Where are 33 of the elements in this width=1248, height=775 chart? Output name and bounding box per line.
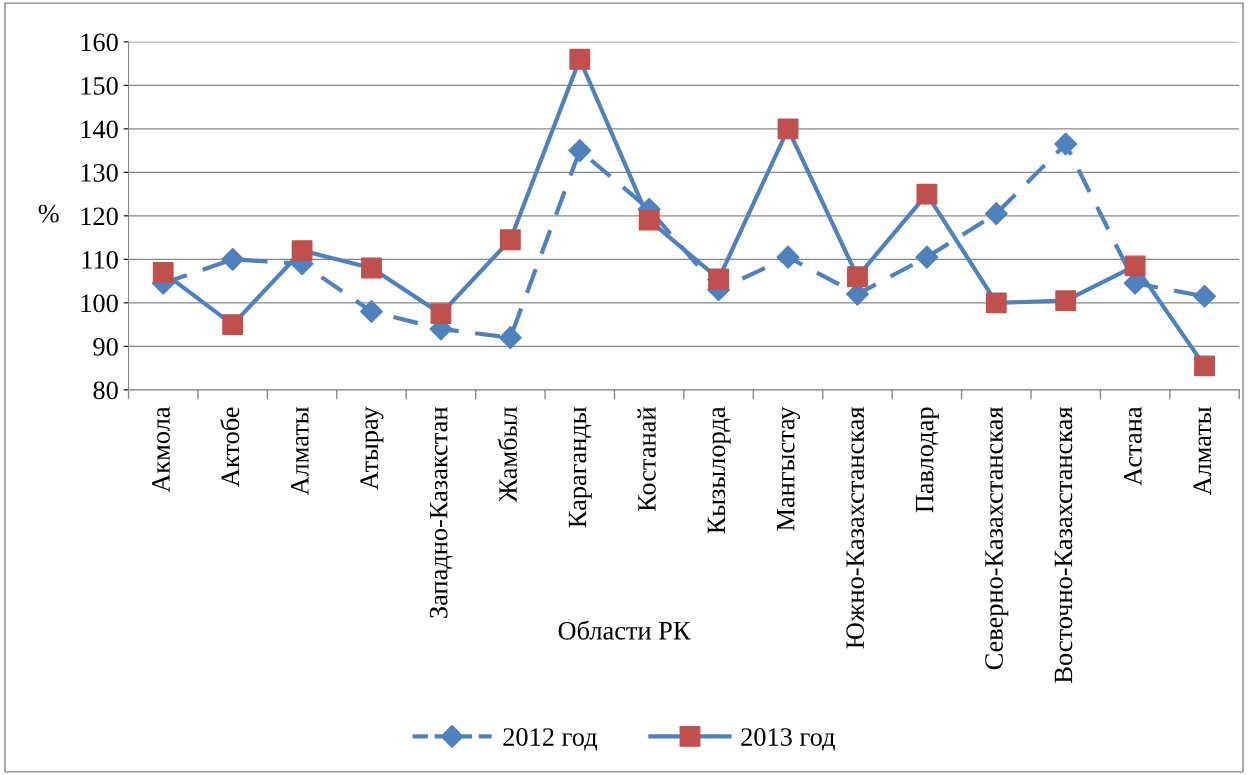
point [916,183,938,205]
point [1124,255,1146,277]
x-tick-label: Жамбыл [497,407,517,503]
x-tick-label: Акмола [152,406,170,493]
y-tick-label: 150 [81,76,118,95]
y-tick-label: 130 [81,163,118,182]
x-tick-label: Актобе [220,407,240,487]
legend-label: 2012 год [503,728,598,751]
y-tick-label: 110 [82,250,118,269]
x-tick-label: Восточно-Казахстанская [1054,406,1073,683]
x-tick-label: Северно-Казахстанская [985,406,1009,670]
x-tick-label: Кызылорда [707,406,731,534]
y-tick-label: 120 [81,207,118,226]
y-tick-label: 90 [93,337,118,356]
x-tick-label: Караганды [568,407,592,528]
y-tick-label: 100 [81,294,118,313]
x-axis-title: Области РК [558,620,691,640]
x-tick-label: Павлодар [915,407,939,513]
y-tick-label: 160 [81,33,118,52]
legend-label: 2013 год [741,728,835,751]
point [638,209,660,231]
y-tick-label: 80 [93,381,118,400]
x-tick-label: Алматы [291,407,309,496]
x-tick-label: Мангыстау [777,406,800,531]
x-tick-label: Астана [1124,406,1142,486]
y-tick-label: 140 [81,120,118,139]
x-tick-label: Костанай [637,407,656,512]
x-tick-label: Западно-Казакстан [429,407,453,618]
x-tick-label: Южно-Казахстанская [846,406,865,649]
y-axis-title: % [38,204,59,223]
x-tick-label: Алматы [1193,407,1212,496]
x-tick-label: Атырау [360,406,384,490]
point [777,118,799,140]
